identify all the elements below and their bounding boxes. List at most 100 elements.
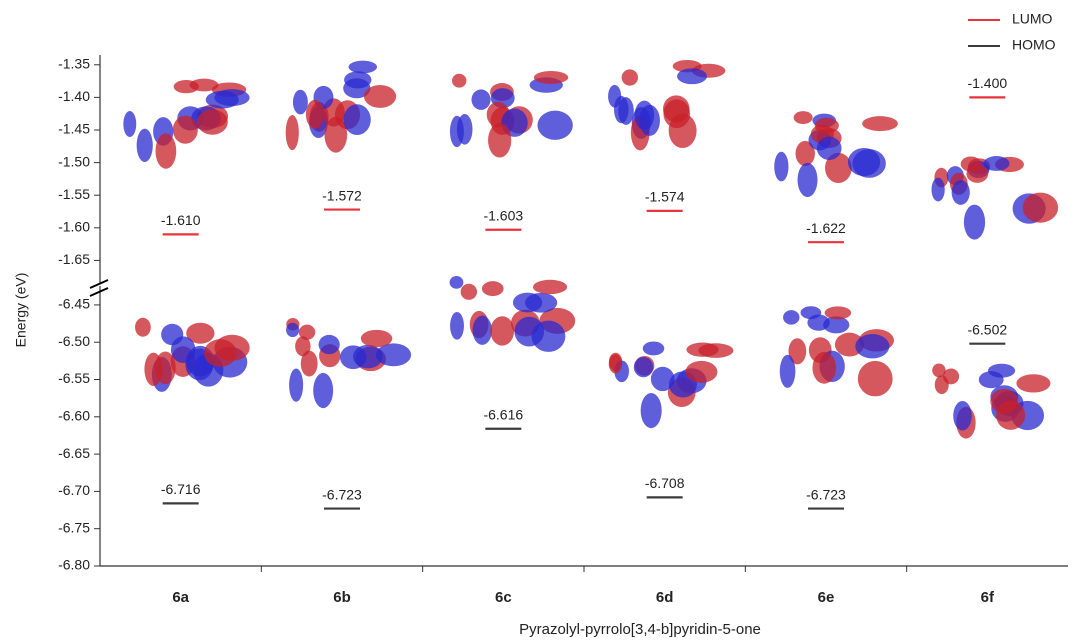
orbital-lobe <box>324 116 348 153</box>
orbital-lobe <box>449 115 464 148</box>
orbital-lobe <box>698 343 734 358</box>
orbital-lobe <box>1022 192 1059 223</box>
orbital-lobe <box>460 283 478 300</box>
orbital-lobe <box>932 363 946 378</box>
y-tick-label: -1.35 <box>58 55 90 71</box>
orbital-lobe <box>144 352 163 386</box>
orbital-lobe <box>343 104 371 135</box>
x-tick-label: 6e <box>818 589 835 606</box>
orbital-lobe <box>452 73 467 88</box>
axis-break <box>89 279 109 289</box>
x-tick-label: 6b <box>333 589 351 606</box>
y-tick-label: -6.80 <box>58 557 90 573</box>
orbital-lobe <box>812 351 837 384</box>
orbital-lobe <box>363 85 397 108</box>
orbital-lobe <box>135 317 151 337</box>
orbital-lobe <box>348 60 378 74</box>
orbital-lobe <box>774 151 789 182</box>
orbital-lobe <box>173 80 199 94</box>
y-axis-label: Energy (eV) <box>13 273 29 348</box>
orbital-lobe <box>292 89 308 115</box>
orbital-lobe <box>857 360 893 397</box>
orbital-lobe <box>650 366 675 392</box>
orbital-lobe <box>196 109 228 135</box>
orbital-lobe <box>963 204 986 240</box>
orbital-lobe <box>795 140 815 167</box>
orbital-lobe <box>816 136 842 160</box>
orbital-lobe <box>783 310 800 325</box>
orbital-lobe <box>339 345 367 370</box>
orbital-lobe <box>298 324 316 340</box>
orbital-lobe <box>286 322 300 338</box>
orbital-lobe <box>360 329 393 348</box>
x-tick-label: 6c <box>495 589 512 606</box>
orbital-lobe <box>797 162 818 198</box>
x-tick-label: 6d <box>656 589 674 606</box>
orbital-lobe <box>779 354 796 388</box>
orbital-lobe <box>305 99 324 129</box>
orbital-lobe <box>471 89 491 110</box>
y-tick-label: -6.75 <box>58 519 90 535</box>
value-label: -6.716 <box>161 481 201 497</box>
value-label: -6.708 <box>645 475 685 491</box>
orbital-lobe <box>608 354 623 374</box>
orbital-lobe <box>634 100 655 130</box>
y-tick-label: -6.70 <box>58 482 90 498</box>
y-tick-label: -6.50 <box>58 333 90 349</box>
orbital-lobe <box>532 279 568 295</box>
orbital-lobe <box>318 334 340 355</box>
y-tick-label: -1.40 <box>58 88 90 104</box>
orbital-lobe <box>685 360 718 383</box>
orbital-lobe <box>490 316 515 346</box>
orbital-lobe <box>123 110 137 138</box>
orbital-lobe <box>155 133 177 169</box>
value-label: -6.723 <box>322 486 362 502</box>
orbital-lobe <box>862 116 898 132</box>
orbital-lobe <box>375 343 412 367</box>
orbital-lobe <box>472 315 492 345</box>
orbital-lobe <box>934 375 949 395</box>
legend-label: LUMO <box>1012 11 1053 27</box>
x-axis-label: Pyrazolyl-pyrrolo[3,4-b]pyridin-5-one <box>519 621 761 638</box>
orbital-lobe <box>823 316 850 334</box>
orbital-lobe <box>285 114 299 151</box>
y-tick-label: -1.55 <box>58 186 90 202</box>
axis-break <box>89 287 109 297</box>
y-tick-label: -1.45 <box>58 121 90 137</box>
orbital-lobe <box>1016 374 1051 393</box>
value-label: -1.603 <box>483 207 523 223</box>
orbital-lobe <box>614 95 629 124</box>
orbital-lobe <box>951 180 970 205</box>
value-label: -6.502 <box>967 321 1007 337</box>
orbital-lobe <box>161 323 184 346</box>
orbital-lobe <box>931 177 945 202</box>
orbital-lobe <box>640 392 662 429</box>
orbital-lobe <box>642 341 665 356</box>
y-tick-label: -6.60 <box>58 408 90 424</box>
orbital-lobe <box>344 71 372 89</box>
orbital-lobe <box>172 115 198 144</box>
value-label: -1.622 <box>806 220 846 236</box>
orbital-lobe <box>205 90 239 109</box>
orbital-lobe <box>531 320 566 352</box>
x-tick-label: 6f <box>981 589 995 606</box>
orbital-lobe <box>136 128 153 163</box>
orbital-lobe <box>855 334 890 359</box>
orbital-lobe <box>186 322 215 344</box>
orbital-lobe <box>852 149 886 178</box>
y-tick-label: -1.65 <box>58 251 90 267</box>
orbital-lobe <box>996 400 1026 430</box>
legend-label: HOMO <box>1012 37 1056 53</box>
orbital-lobe <box>824 306 852 320</box>
y-tick-label: -1.50 <box>58 153 90 169</box>
value-label: -1.400 <box>967 75 1007 91</box>
value-label: -6.616 <box>483 406 523 422</box>
orbital-lobe <box>289 368 304 402</box>
y-tick-label: -6.55 <box>58 370 90 386</box>
orbital-lobe <box>621 69 639 86</box>
orbital-lobe <box>203 339 237 367</box>
value-label: -6.723 <box>806 486 846 502</box>
orbital-lobe <box>825 152 852 184</box>
orbital-lobe <box>966 164 989 183</box>
